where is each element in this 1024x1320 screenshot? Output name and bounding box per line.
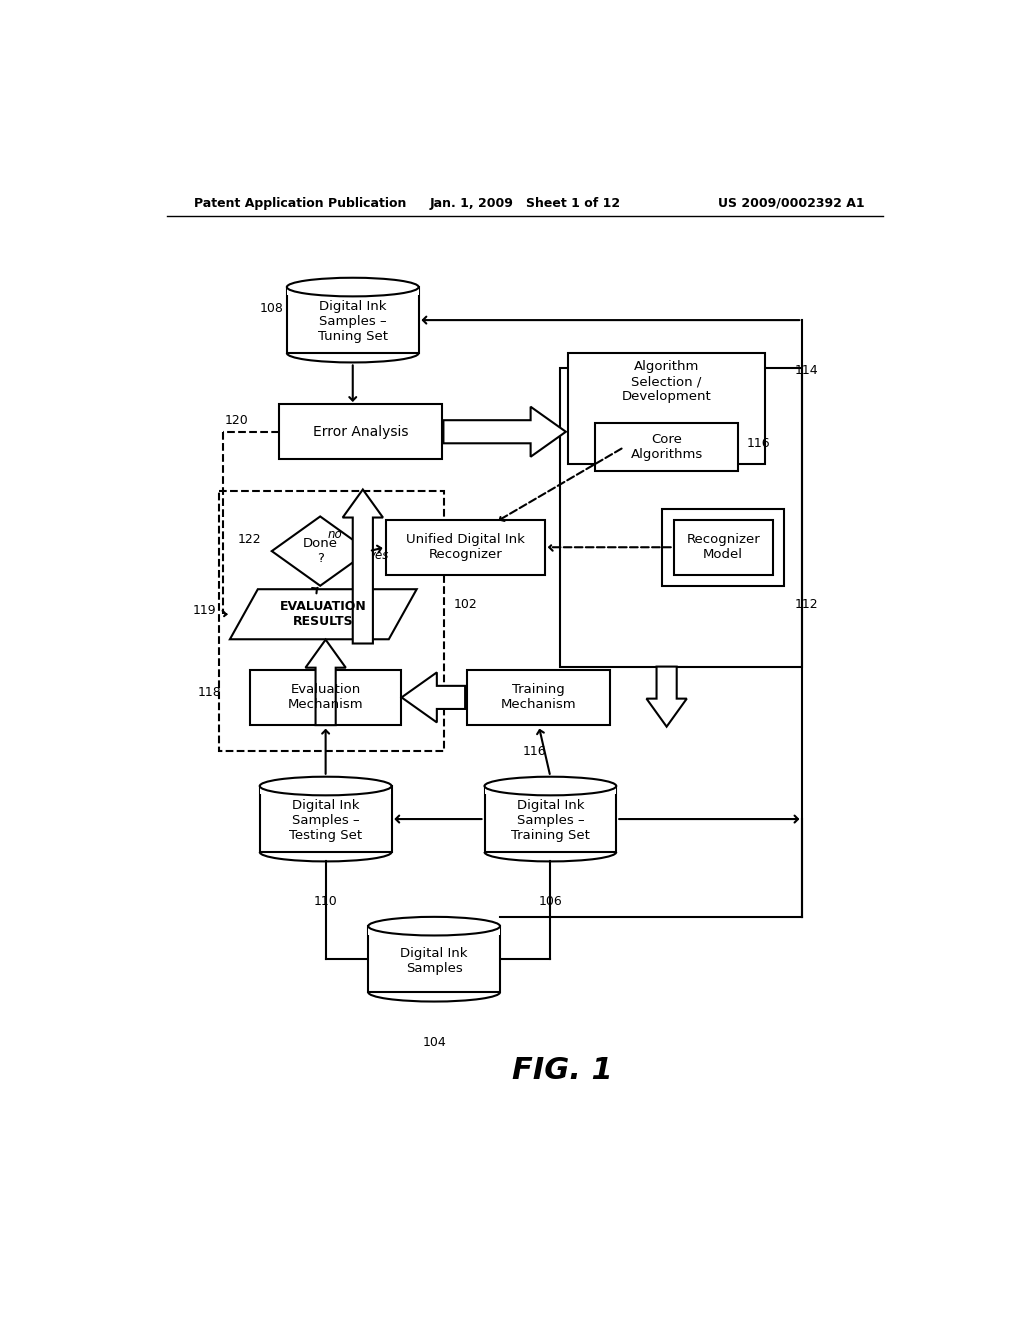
Text: Unified Digital Ink
Recognizer: Unified Digital Ink Recognizer — [406, 533, 524, 561]
Ellipse shape — [287, 277, 419, 297]
Text: Error Analysis: Error Analysis — [312, 425, 409, 438]
Text: 106: 106 — [539, 895, 562, 908]
Bar — [260, 777, 391, 795]
Text: Patent Application Publication: Patent Application Publication — [194, 197, 407, 210]
Bar — [369, 917, 500, 935]
Text: 118: 118 — [198, 685, 221, 698]
Text: 119: 119 — [194, 603, 217, 616]
Bar — [467, 669, 610, 725]
Text: Training
Mechanism: Training Mechanism — [501, 684, 577, 711]
Text: Evaluation
Mechanism: Evaluation Mechanism — [288, 684, 364, 711]
Text: yes: yes — [369, 549, 389, 562]
Bar — [484, 785, 616, 853]
Text: EVALUATION
RESULTS: EVALUATION RESULTS — [280, 601, 367, 628]
Text: 116: 116 — [523, 744, 547, 758]
Bar — [674, 520, 773, 576]
Text: Digital Ink
Samples –
Tuning Set: Digital Ink Samples – Tuning Set — [317, 301, 388, 343]
Text: 112: 112 — [795, 598, 818, 611]
Text: US 2009/0002392 A1: US 2009/0002392 A1 — [718, 197, 864, 210]
Text: 120: 120 — [225, 413, 249, 426]
Text: 108: 108 — [260, 302, 284, 315]
Bar — [287, 286, 419, 354]
Text: Algorithm
Selection /
Development: Algorithm Selection / Development — [622, 360, 712, 403]
Text: Digital Ink
Samples –
Testing Set: Digital Ink Samples – Testing Set — [289, 800, 362, 842]
Text: Recognizer
Model: Recognizer Model — [686, 533, 760, 561]
Bar — [595, 424, 738, 471]
Bar — [568, 352, 765, 465]
Bar — [560, 368, 802, 667]
Bar — [662, 508, 784, 586]
Polygon shape — [646, 667, 687, 726]
Bar — [369, 927, 500, 993]
Text: Core
Algorithms: Core Algorithms — [631, 433, 702, 461]
Polygon shape — [271, 516, 369, 586]
Text: Done
?: Done ? — [303, 537, 338, 565]
Text: no: no — [328, 528, 343, 541]
Ellipse shape — [260, 776, 391, 796]
Bar — [260, 785, 391, 853]
Polygon shape — [343, 490, 383, 644]
Polygon shape — [401, 672, 465, 722]
Ellipse shape — [484, 776, 616, 796]
Bar — [219, 491, 444, 751]
Bar — [287, 279, 419, 296]
Bar — [484, 777, 616, 795]
Text: FIG. 1: FIG. 1 — [512, 1056, 612, 1085]
Text: 110: 110 — [313, 895, 338, 908]
Bar — [280, 404, 442, 459]
Text: Digital Ink
Samples –
Training Set: Digital Ink Samples – Training Set — [511, 800, 590, 842]
Text: 116: 116 — [746, 437, 770, 450]
Bar — [250, 669, 401, 725]
Text: 122: 122 — [238, 533, 261, 546]
Polygon shape — [305, 640, 346, 725]
Polygon shape — [230, 589, 417, 639]
Text: 114: 114 — [795, 363, 818, 376]
Text: 102: 102 — [454, 598, 477, 611]
Text: 104: 104 — [422, 1036, 446, 1049]
Polygon shape — [443, 407, 566, 457]
Text: Digital Ink
Samples: Digital Ink Samples — [400, 946, 468, 975]
Text: Jan. 1, 2009   Sheet 1 of 12: Jan. 1, 2009 Sheet 1 of 12 — [429, 197, 621, 210]
Ellipse shape — [369, 917, 500, 936]
Bar — [386, 520, 545, 576]
